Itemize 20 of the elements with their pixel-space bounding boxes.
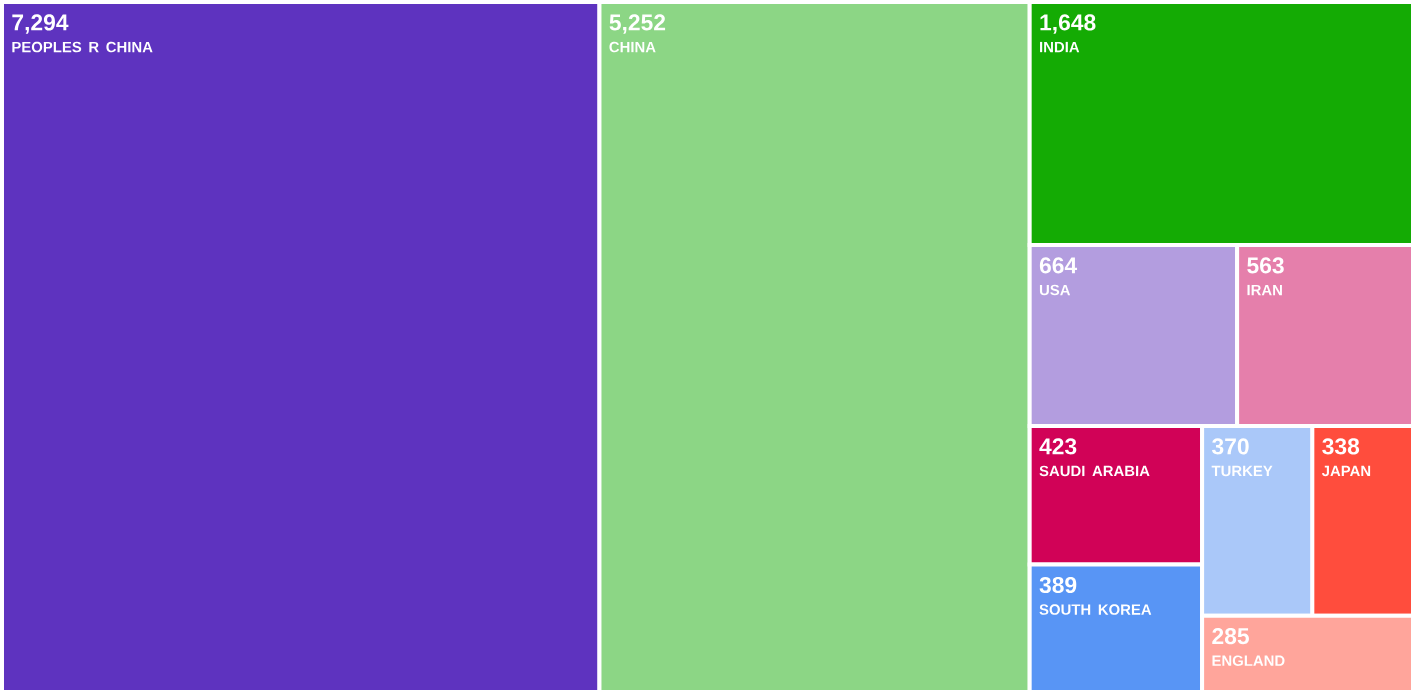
category-label: INDIA [1040, 41, 1080, 53]
data-label: 370 [1212, 438, 1249, 455]
data-label: 563 [1247, 257, 1284, 274]
category-label: IRAN [1247, 284, 1282, 296]
category-label: SOUTH KOREA [1039, 604, 1152, 615]
data-label: 423 [1039, 438, 1077, 455]
category-label: CHINA [609, 41, 656, 53]
data-label: 389 [1039, 576, 1077, 594]
data-label: 664 [1039, 257, 1078, 274]
data-label: 5,252 [609, 14, 666, 34]
category-label: TURKEY [1211, 465, 1273, 477]
category-label: PEOPLES R CHINA [12, 41, 153, 53]
category-label: SAUDI ARABIA [1039, 465, 1150, 477]
category-label: ENGLAND [1212, 655, 1285, 666]
category-label: JAPAN [1321, 465, 1371, 477]
data-label: 7,294 [12, 14, 69, 34]
data-label: 285 [1212, 628, 1249, 645]
category-label: USA [1039, 284, 1071, 296]
data-label: 1,648 [1040, 14, 1096, 34]
data-label: 338 [1322, 438, 1360, 455]
